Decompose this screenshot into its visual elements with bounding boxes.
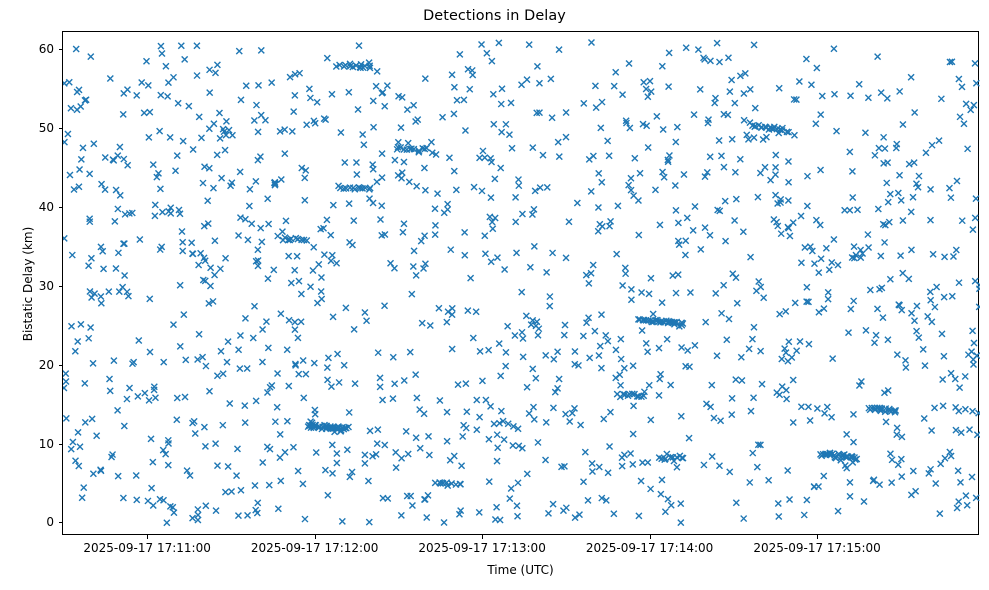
x-tick-mark <box>817 535 819 539</box>
x-tick-mark <box>147 535 149 539</box>
y-tick-label: 20 <box>38 357 54 372</box>
x-tick-label: 2025-09-17 17:13:00 <box>418 541 546 555</box>
x-tick-label: 2025-09-17 17:14:00 <box>585 541 714 555</box>
plot-axes <box>62 31 980 536</box>
x-tick-label: 2025-09-17 17:11:00 <box>83 541 211 555</box>
y-tick-label: 30 <box>38 278 54 293</box>
x-tick-mark <box>482 535 484 539</box>
scatter-plot-area <box>63 32 980 536</box>
y-tick-mark <box>58 49 62 51</box>
y-tick-mark <box>58 522 62 524</box>
y-tick-label: 60 <box>38 42 54 57</box>
x-tick-mark <box>649 535 651 539</box>
y-tick-label: 10 <box>38 436 54 451</box>
y-tick-mark <box>58 206 62 208</box>
y-tick-mark <box>58 285 62 287</box>
y-tick-mark <box>58 443 62 445</box>
x-tick-mark <box>314 535 316 539</box>
x-tick-label: 2025-09-17 17:12:00 <box>250 541 379 555</box>
page-title: Detections in Delay <box>423 8 566 24</box>
y-tick-label: 40 <box>38 199 54 214</box>
y-tick-label: 50 <box>38 121 54 135</box>
y-tick-label: 0 <box>46 515 54 530</box>
x-axis-label: Time (UTC) <box>487 563 554 577</box>
x-tick-label: 2025-09-17 17:15:00 <box>753 541 881 555</box>
y-tick-mark <box>58 364 62 366</box>
y-tick-mark <box>58 128 62 130</box>
